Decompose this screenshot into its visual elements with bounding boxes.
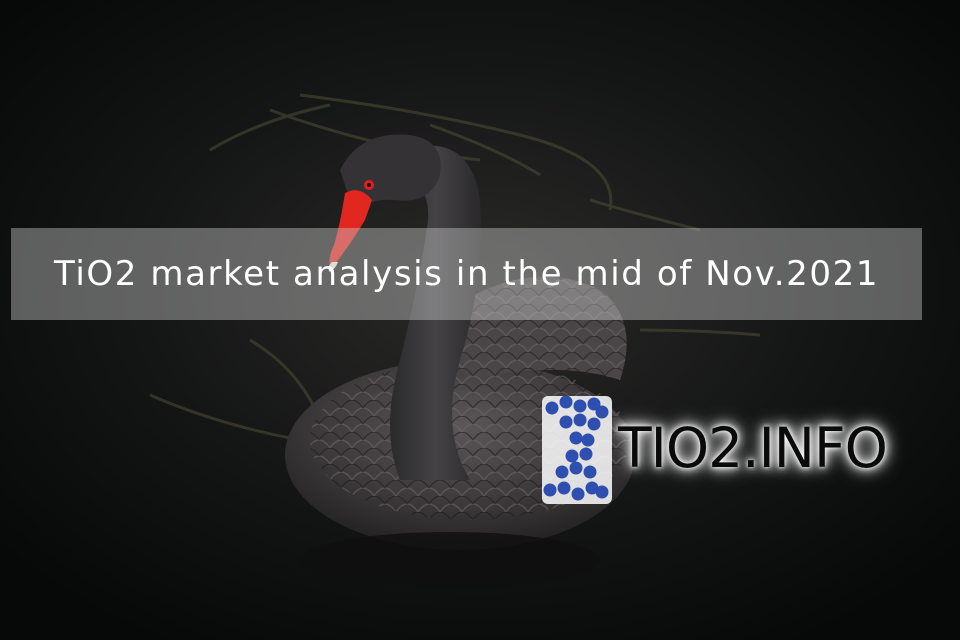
title-banner: TiO2 market analysis in the mid of Nov.2… bbox=[11, 228, 922, 320]
banner-title: TiO2 market analysis in the mid of Nov.2… bbox=[54, 254, 880, 294]
tio2-info-logo: TIO2.INFO bbox=[542, 396, 922, 504]
logo-text: TIO2.INFO bbox=[618, 416, 888, 480]
molecule-logo-icon bbox=[542, 396, 612, 504]
